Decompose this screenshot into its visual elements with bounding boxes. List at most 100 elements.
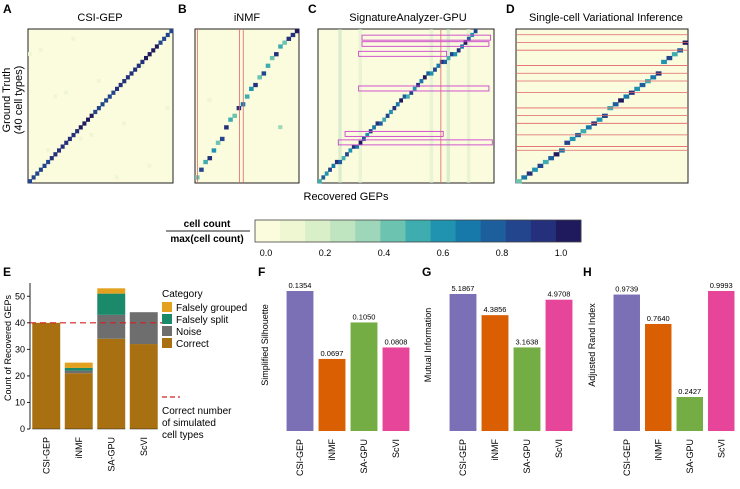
panel-letter-g: G bbox=[422, 265, 431, 279]
heatmap-cell bbox=[365, 132, 370, 138]
heatmap-cell bbox=[67, 136, 72, 142]
heatmap-faint-cell bbox=[122, 121, 126, 126]
heatmap-cell bbox=[151, 48, 156, 53]
colorbar-tick-label: 1.0 bbox=[555, 248, 568, 258]
panel-letter-a: A bbox=[3, 2, 12, 16]
heatmap-cell bbox=[612, 102, 619, 107]
bar-value-label: 0.1050 bbox=[353, 312, 376, 321]
colorbar-tick-label: 0.4 bbox=[378, 248, 391, 258]
heatmap-faint-cell bbox=[71, 36, 76, 41]
heatmap-cell bbox=[282, 40, 287, 45]
heatmap-cell bbox=[75, 129, 80, 134]
heatmap-faint-column bbox=[466, 29, 471, 183]
heatmap-background bbox=[317, 28, 495, 184]
panel-letter-b: B bbox=[178, 2, 187, 16]
heatmap-cell bbox=[671, 52, 678, 57]
heatmap-cell bbox=[104, 98, 109, 103]
bar bbox=[513, 347, 541, 431]
heatmap-cell bbox=[232, 113, 237, 118]
colorbar-tick-label: 0.6 bbox=[437, 248, 450, 258]
heatmap-cell bbox=[318, 179, 322, 184]
heatmap-cell bbox=[294, 29, 300, 34]
heatmap-cell bbox=[623, 94, 630, 99]
heatmap-faint-cell bbox=[46, 148, 50, 153]
heatmap-cell bbox=[60, 144, 65, 149]
heatmap-split-box bbox=[361, 34, 492, 41]
heatmap-cell bbox=[553, 152, 560, 157]
x-tick-label: iNMF bbox=[74, 437, 84, 459]
heatmap-cell bbox=[580, 129, 587, 134]
panel-d: D Single-cell Variational Inference bbox=[506, 2, 689, 184]
heatmap-cell bbox=[618, 98, 624, 103]
heatmap-cell bbox=[450, 52, 454, 57]
bar-value-label: 0.9739 bbox=[615, 285, 638, 294]
bar-segment bbox=[97, 338, 126, 429]
x-tick-label: iNMF bbox=[653, 439, 663, 461]
heatmap-cell bbox=[111, 90, 116, 95]
heatmap-cell bbox=[331, 163, 336, 168]
heatmap-cell bbox=[446, 55, 451, 61]
legend-swatch bbox=[162, 326, 172, 336]
heatmap-cell bbox=[140, 59, 145, 65]
heatmap-cell bbox=[158, 40, 163, 45]
colorbar-swatch bbox=[255, 220, 281, 242]
x-tick-label: SA-GPU bbox=[359, 439, 369, 474]
heatmap-cell bbox=[389, 109, 393, 115]
heatmap-cell bbox=[224, 125, 229, 130]
heatmap-cell bbox=[129, 71, 134, 76]
heatmap-background bbox=[515, 28, 689, 184]
heatmap-cell bbox=[453, 52, 458, 57]
bar-segment bbox=[97, 288, 126, 294]
heatmap-faint-cell bbox=[64, 90, 68, 95]
panel-c: C SignatureAnalyzer-GPU bbox=[308, 2, 495, 184]
x-tick-label: ScVI bbox=[139, 437, 149, 456]
bar-value-label: 0.9993 bbox=[710, 281, 733, 290]
heatmap-cell bbox=[38, 167, 43, 172]
bar bbox=[449, 294, 477, 431]
heatmap-cell bbox=[639, 82, 646, 88]
heatmap-cell bbox=[122, 79, 127, 84]
colorbar-gradient bbox=[254, 219, 582, 243]
panel-d-title: Single-cell Variational Inference bbox=[529, 12, 683, 24]
legend-swatch bbox=[162, 302, 172, 312]
colorbar-swatch bbox=[355, 220, 381, 242]
heatmap-cell bbox=[236, 106, 242, 111]
heatmap-cell bbox=[86, 117, 91, 122]
panel-letter-h: H bbox=[583, 265, 592, 279]
heatmap-cell bbox=[473, 29, 478, 34]
heatmap-cell bbox=[351, 144, 356, 149]
heatmap-cell bbox=[516, 179, 522, 184]
colorbar-swatch bbox=[305, 220, 331, 242]
legend-label: Falsely grouped bbox=[176, 303, 247, 314]
heatmap-y-label-line2: (40 cell types) bbox=[13, 66, 25, 134]
heatmap-split-box bbox=[361, 41, 490, 47]
y-tick-label: 50 bbox=[15, 291, 25, 301]
heatmap-cell bbox=[321, 175, 326, 180]
heatmap-cell bbox=[409, 90, 414, 95]
heatmap-faint-cell bbox=[115, 175, 119, 180]
colorbar-tick-label: 0.8 bbox=[496, 248, 509, 258]
x-tick-label: CSI-GEP bbox=[41, 437, 51, 474]
heatmap-cell bbox=[261, 71, 267, 76]
heatmap-cell bbox=[207, 156, 213, 161]
heatmap-cell bbox=[422, 75, 427, 80]
x-tick-label: SA-GPU bbox=[685, 439, 695, 474]
colorbar-label-bottom: max(cell count) bbox=[170, 234, 243, 245]
x-tick-label: SA-GPU bbox=[106, 437, 116, 472]
legend-reference-label: of simulated bbox=[162, 418, 216, 429]
heatmap-cell bbox=[392, 106, 397, 111]
heatmap-sa-gpu bbox=[317, 28, 495, 184]
heatmap-cell bbox=[203, 159, 208, 165]
heatmap-faint-cell bbox=[78, 136, 83, 141]
heatmap-x-label: Recovered GEPs bbox=[304, 191, 389, 203]
bar bbox=[545, 299, 573, 431]
heatmap-cell bbox=[385, 113, 390, 118]
heatmap-cell bbox=[532, 167, 538, 172]
bar-segment bbox=[129, 344, 158, 429]
heatmap-cell bbox=[125, 75, 130, 80]
heatmap-cell bbox=[463, 40, 468, 45]
heatmap-cell bbox=[406, 94, 410, 99]
heatmap-cell bbox=[429, 71, 434, 76]
bar-value-label: 0.0808 bbox=[385, 337, 408, 346]
heatmap-cell bbox=[89, 113, 94, 118]
